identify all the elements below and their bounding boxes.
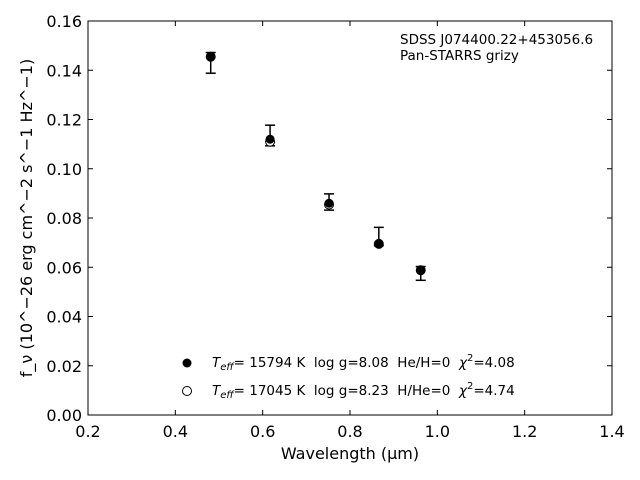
plot-area	[87, 20, 613, 416]
y-tick-label: 0.00	[46, 406, 82, 425]
x-tick-label: 0.6	[250, 422, 275, 441]
axis-ticks: 0.2 0.4 0.6 0.8 1.0 1.2 1.4 0.00 0.02 0.04 0.06 0.0…	[46, 12, 624, 441]
annotation-survey: Pan-STARRS grizy	[400, 48, 519, 64]
x-tick-label: 0.4	[163, 422, 188, 441]
model-point-filled	[324, 198, 334, 208]
y-tick-label: 0.10	[46, 160, 82, 179]
legend-marker-filled	[182, 358, 192, 368]
x-tick-label: 0.2	[75, 422, 100, 441]
legend: Teff= 15794 K log g=8.08 He/H=0 χ2=4.08 …	[182, 353, 515, 401]
legend-entry-1: Teff= 15794 K log g=8.08 He/H=0 χ2=4.08	[212, 353, 515, 373]
y-axis-label: f_ν (10^−26 erg cm^−2 s^−1 Hz^−1)	[17, 59, 37, 377]
y-tick-label: 0.16	[46, 12, 82, 31]
x-tick-label: 1.4	[599, 422, 624, 441]
x-tick-label: 1.0	[425, 422, 450, 441]
x-tick-label: 0.8	[337, 422, 362, 441]
legend-entry-2: Teff= 17045 K log g=8.23 H/He=0 χ2=4.74	[212, 381, 515, 401]
data-markers	[205, 51, 426, 276]
model-point-filled	[265, 134, 275, 144]
y-tick-label: 0.14	[46, 61, 82, 80]
model-point-filled	[206, 52, 216, 62]
x-axis-label: Wavelength (μm)	[281, 444, 419, 463]
y-tick-label: 0.02	[46, 357, 82, 376]
y-tick-label: 0.08	[46, 209, 82, 228]
model-point-filled	[374, 239, 384, 249]
y-tick-label: 0.12	[46, 111, 82, 130]
x-tick-label: 1.2	[512, 422, 537, 441]
y-tick-label: 0.06	[46, 258, 82, 277]
y-tick-label: 0.04	[46, 308, 82, 327]
model-point-filled	[416, 265, 426, 275]
annotation-object-name: SDSS J074400.22+453056.6	[400, 32, 593, 48]
legend-marker-open	[182, 386, 192, 396]
